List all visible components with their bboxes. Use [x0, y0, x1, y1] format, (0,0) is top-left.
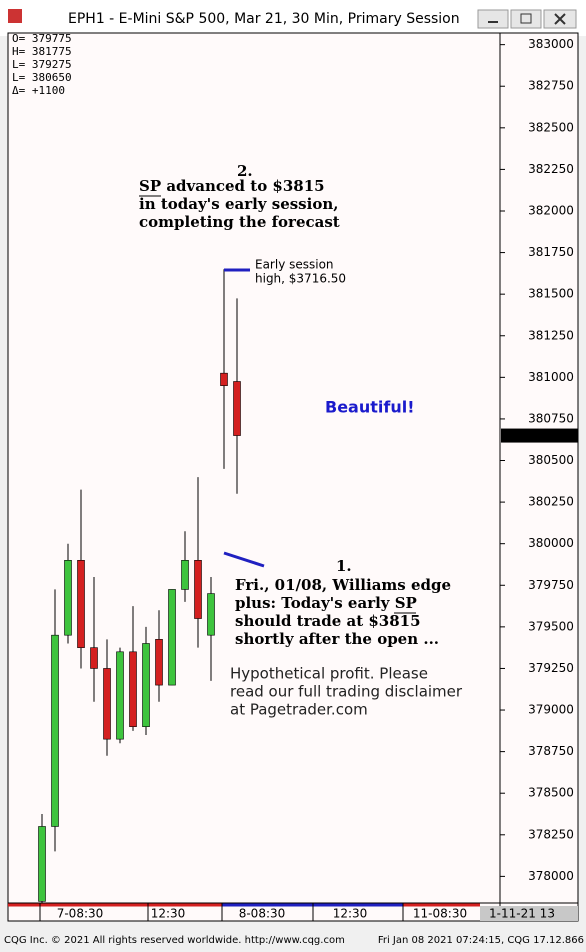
candle-body: [220, 372, 228, 386]
annotation: in today's early session,: [139, 195, 338, 213]
disclaimer: Hypothetical profit. Please: [230, 665, 428, 683]
annotation: 1.: [336, 557, 352, 575]
candle-body: [155, 639, 163, 686]
candle-body: [194, 560, 202, 619]
x-tick-label: 7-08:30: [57, 907, 104, 921]
annotation: Early session: [255, 258, 334, 272]
plot: [38, 269, 241, 903]
readout: O= 379775: [12, 32, 72, 45]
footer-left: CQG Inc. © 2021 All rights reserved worl…: [4, 935, 345, 946]
y-tick-label: 380000: [528, 536, 574, 550]
y-tick-label: 379500: [528, 619, 574, 633]
y-tick-label: 379250: [528, 661, 574, 675]
y-tick-label: 379000: [528, 703, 574, 717]
x-tick-label: 8-08:30: [239, 907, 286, 921]
date-label: 1-11-21 13: [489, 907, 555, 921]
y-tick-label: 382000: [528, 203, 574, 217]
y-tick-label: 381000: [528, 370, 574, 384]
annotation: high, $3716.50: [255, 272, 346, 286]
y-tick-label: 382250: [528, 162, 574, 176]
x-tick-label: 12:30: [333, 907, 368, 921]
y-tick-label: 379750: [528, 578, 574, 592]
candle-body: [116, 651, 124, 740]
candle-body: [103, 668, 111, 740]
annotation: shortly after the open ...: [235, 630, 439, 648]
candle-body: [233, 381, 241, 436]
x-tick-label: 12:30: [151, 907, 186, 921]
readout: L= 380650: [12, 71, 72, 84]
candle-body: [51, 634, 59, 827]
annotation: completing the forecast: [139, 213, 340, 231]
annotation: should trade at $3815: [235, 612, 421, 630]
y-tick-label: 382750: [528, 79, 574, 93]
app-icon: [8, 9, 22, 23]
readout: Δ= +1100: [12, 84, 65, 97]
window-title: EPH1 - E-Mini S&P 500, Mar 21, 30 Min, P…: [68, 11, 460, 27]
minimize-button[interactable]: [477, 9, 509, 29]
annotation: Fri., 01/08, Williams edge: [235, 576, 451, 594]
annotation: plus: Today's early SP: [235, 594, 417, 612]
y-tick-label: 380250: [528, 495, 574, 509]
candle-body: [181, 560, 189, 590]
last-price-label: 380650: [528, 428, 574, 442]
footer-right: Fri Jan 08 2021 07:24:15, CQG 17.12.866: [378, 935, 584, 946]
y-tick-label: 380750: [528, 411, 574, 425]
candle-body: [142, 643, 150, 727]
last-price-box: [501, 428, 578, 443]
candle-body: [38, 826, 46, 902]
y-tick-label: 381750: [528, 245, 574, 259]
candle-body: [77, 560, 85, 648]
readout: L= 379275: [12, 58, 72, 71]
annotation: Beautiful!: [325, 398, 415, 417]
readout: H= 381775: [12, 45, 72, 58]
candle-body: [207, 593, 215, 636]
y-tick-label: 383000: [528, 37, 574, 51]
candle-body: [168, 589, 176, 686]
y-tick-label: 381500: [528, 287, 574, 301]
chart-area: [7, 32, 579, 922]
candle-body: [129, 651, 137, 727]
candle-body: [64, 560, 72, 636]
y-tick-label: 380500: [528, 453, 574, 467]
date-box: [480, 906, 578, 921]
annotation: 2.: [237, 162, 253, 180]
y-tick-label: 378250: [528, 827, 574, 841]
x-tick-label: 11-08:30: [413, 907, 467, 921]
y-tick-label: 378000: [528, 869, 574, 883]
y-tick-label: 382500: [528, 120, 574, 134]
maximize-button[interactable]: [510, 9, 542, 29]
y-tick-label: 378500: [528, 786, 574, 800]
candle-body: [90, 647, 98, 669]
annotation: SP advanced to $3815: [139, 177, 325, 195]
disclaimer: at Pagetrader.com: [230, 701, 368, 719]
y-tick-label: 378750: [528, 744, 574, 758]
disclaimer: read our full trading disclaimer: [230, 683, 463, 701]
pointer: [223, 551, 265, 568]
y-tick-label: 381250: [528, 328, 574, 342]
